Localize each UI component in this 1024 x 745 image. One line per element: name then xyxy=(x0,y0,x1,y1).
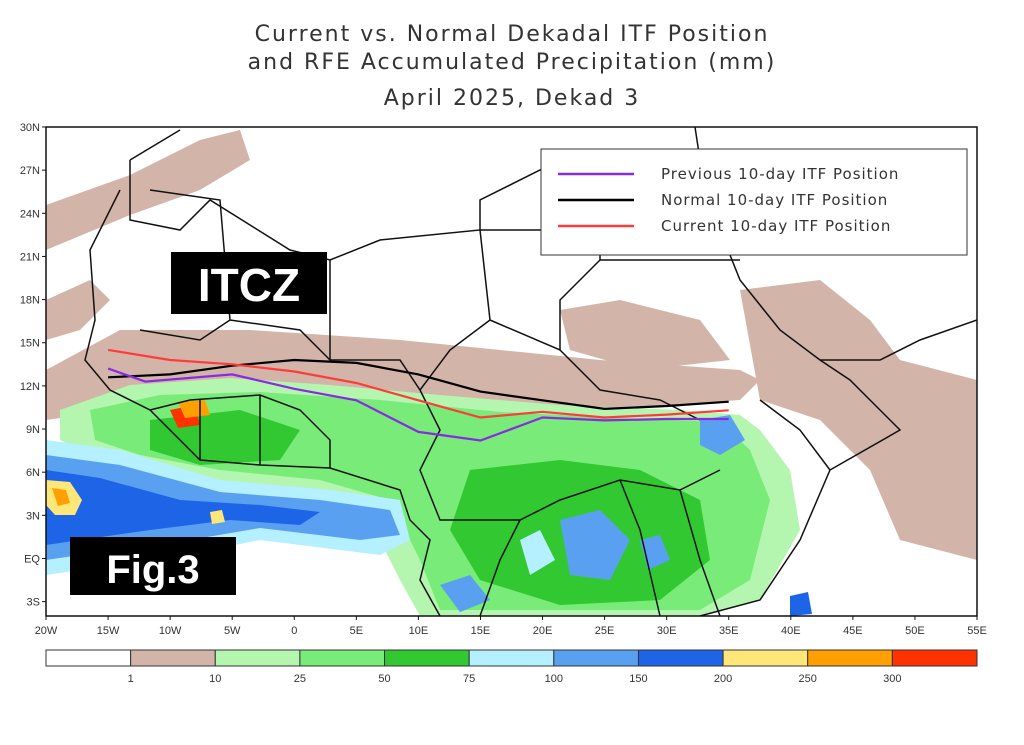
normal-itf-line xyxy=(108,358,729,411)
itcz-badge: ITCZ xyxy=(171,252,327,314)
lon-label: 35E xyxy=(719,625,739,637)
colorbar-swatch xyxy=(45,649,132,667)
legend-label-normal: Normal 10-day ITF Position xyxy=(661,191,888,209)
lat-label: 15N xyxy=(20,338,40,350)
colorbar-swatch xyxy=(722,649,809,667)
colorbar-swatch xyxy=(299,649,386,667)
lon-label: 20W xyxy=(35,625,58,637)
lat-label: 6N xyxy=(26,467,40,479)
legend-label-previous: Previous 10-day ITF Position xyxy=(661,165,899,183)
fig-badge: Fig.3 xyxy=(70,537,236,595)
map-title-line3: April 2025, Dekad 3 xyxy=(383,86,641,111)
colorbar-labels: 1 10 25 50 75 100 150 200 250 300 xyxy=(128,673,902,685)
itcz-badge-text: ITCZ xyxy=(198,259,300,311)
colorbar-label: 100 xyxy=(545,673,563,685)
colorbar-label: 75 xyxy=(463,673,475,685)
colorbar-swatch xyxy=(468,649,555,667)
colorbar-label: 10 xyxy=(209,673,221,685)
colorbar-swatch xyxy=(807,649,893,667)
colorbar-swatch xyxy=(891,649,978,667)
longitude-labels: 20W 15W 10W 5W 0 5E 10E 15E 20E 25E 30E 35E 40E 45E 50… xyxy=(35,616,987,637)
colorbar-label: 1 xyxy=(128,673,134,685)
lat-label: 30N xyxy=(20,122,40,134)
fig-badge-text: Fig.3 xyxy=(106,548,199,592)
lat-label: 12N xyxy=(20,381,40,393)
colorbar-swatch xyxy=(214,649,301,667)
lon-label: 25E xyxy=(595,625,615,637)
lon-label: 10E xyxy=(409,625,429,637)
lon-label: 5E xyxy=(350,625,363,637)
current-itf-line xyxy=(107,348,729,419)
colorbar-swatch xyxy=(637,649,724,667)
itf-legend: Previous 10-day ITF Position Normal 10-d… xyxy=(540,148,968,256)
map-title-line2: and RFE Accumulated Precipitation (mm) xyxy=(247,50,777,75)
lat-label: EQ xyxy=(24,553,40,565)
colorbar-label: 150 xyxy=(629,673,647,685)
lat-label: 21N xyxy=(20,251,40,263)
lat-label: 24N xyxy=(20,208,40,220)
latitude-labels: 30N 27N 24N 21N 18N 15N 12N 9N 6N 3N EQ 3S xyxy=(20,122,46,609)
lon-label: 0 xyxy=(291,625,297,637)
colorbar-swatch xyxy=(384,649,470,667)
lon-label: 40E xyxy=(781,625,801,637)
lat-label: 9N xyxy=(26,424,40,436)
lon-label: 30E xyxy=(657,625,677,637)
colorbar-swatch xyxy=(130,649,216,667)
lon-label: 15W xyxy=(97,625,120,637)
colorbar-swatch xyxy=(553,649,639,667)
map-frame xyxy=(45,126,978,617)
precip-colorbar xyxy=(45,649,978,667)
lon-label: 50E xyxy=(905,625,925,637)
map-title-line1: Current vs. Normal Dekadal ITF Position xyxy=(254,22,770,47)
colorbar-label: 50 xyxy=(378,673,390,685)
lon-label: 20E xyxy=(533,625,553,637)
trace-rain-areas xyxy=(46,130,977,560)
lon-label: 5W xyxy=(224,625,241,637)
colorbar-label: 25 xyxy=(294,673,306,685)
lat-label: 3S xyxy=(27,597,40,609)
lat-label: 18N xyxy=(20,295,40,307)
lon-label: 15E xyxy=(471,625,491,637)
lat-label: 27N xyxy=(20,165,40,177)
lon-label: 55E xyxy=(967,625,987,637)
legend-label-current: Current 10-day ITF Position xyxy=(661,217,891,235)
colorbar-label: 250 xyxy=(799,673,817,685)
lat-label: 3N xyxy=(26,510,40,522)
previous-itf-line xyxy=(107,367,729,442)
colorbar-label: 200 xyxy=(714,673,732,685)
colorbar-label: 300 xyxy=(883,673,901,685)
lon-label: 10W xyxy=(159,625,182,637)
lon-label: 45E xyxy=(843,625,863,637)
